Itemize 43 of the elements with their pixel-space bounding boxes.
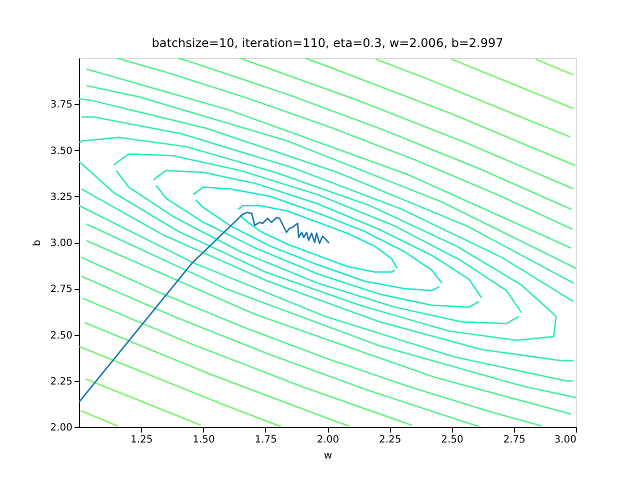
line-series [79,98,574,284]
line-series [79,204,574,382]
line-series [80,188,574,362]
y-tick-label: 3.25 [50,192,72,203]
line-series [116,170,520,324]
x-tick-label: 2.50 [441,434,464,446]
line-series [80,276,482,427]
line-series [195,199,440,292]
x-tick-label: 2.75 [503,434,526,446]
line-series [152,170,482,299]
y-axis-title: b [32,240,44,246]
line-series [86,240,572,415]
line-series [155,184,480,308]
x-tick-label: 1.75 [254,434,278,446]
line-series [86,84,576,270]
line-series [116,58,574,230]
x-tick-label: 2.25 [378,434,402,446]
line-series [82,297,413,426]
line-series [177,58,572,210]
line-series [113,153,522,314]
line-series [79,212,330,403]
x-tick-label: 3.00 [554,434,576,446]
y-tick-label: 3.75 [50,100,72,111]
line-series [304,58,576,166]
y-tick-label: 3.50 [50,146,72,157]
line-series [237,204,398,270]
y-tick-label: 2.50 [50,330,72,342]
line-series [80,256,543,427]
line-series [86,223,576,398]
x-axis-title: w [324,450,332,462]
line-series [239,58,574,190]
x-tick-label: 1.50 [192,434,215,446]
y-tick-label: 2.75 [50,284,72,296]
x-tick-label: 2.00 [316,434,340,446]
y-tick-label: 2.00 [50,422,72,434]
line-series [192,186,443,284]
x-tick-label: 1.25 [130,434,153,446]
y-tick-label: 2.25 [50,376,72,388]
chart-title: batchsize=10, iteration=110, eta=0.3, w=2.006, b=2.997 [152,36,504,50]
line-series [86,68,572,249]
line-series [80,116,574,302]
y-tick-label: 3.00 [50,238,72,249]
line-series [84,322,350,427]
